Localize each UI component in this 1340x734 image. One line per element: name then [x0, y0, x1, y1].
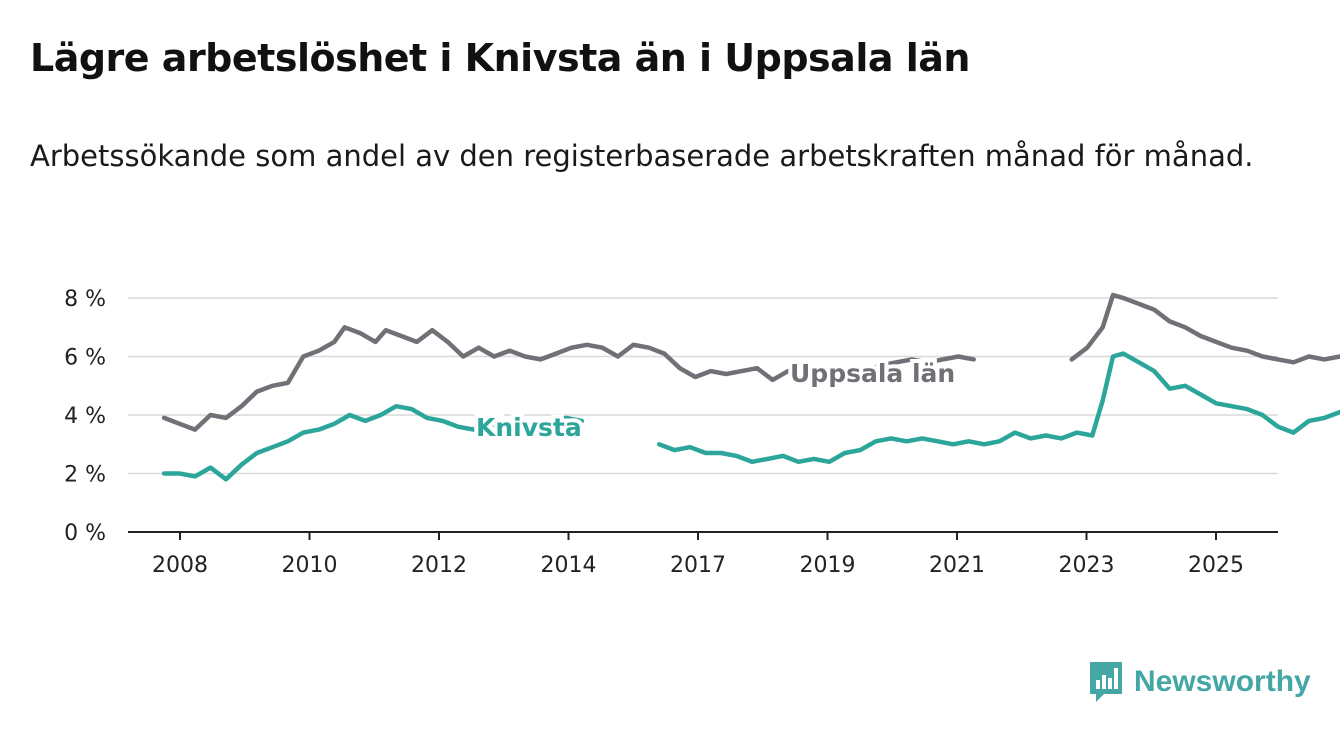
series-line-knivsta [161, 403, 585, 482]
series-line-knivsta [656, 351, 1340, 465]
line-chart: 0 % 2 % 4 % 6 % 8 % 2008 2010 2012 2014 2017 2019… [64, 287, 1340, 578]
series-line-uppsala-lan [161, 325, 976, 432]
series-line-uppsala-lan [1069, 292, 1340, 365]
x-tick-label: 2008 [152, 553, 208, 578]
x-tick-label: 2017 [670, 553, 726, 578]
newsworthy-logo: Newsworthy [1088, 660, 1311, 704]
brand-name: Newsworthy [1134, 665, 1311, 698]
y-tick-label: 2 % [64, 463, 106, 488]
y-tick-label: 6 % [64, 346, 106, 371]
page-subtitle: Arbetssökande som andel av den registerb… [30, 139, 1254, 173]
series-name-label: Uppsala län [790, 359, 955, 388]
x-tick-label: 2019 [800, 553, 856, 578]
y-tick-label: 8 % [64, 287, 106, 312]
series-name-label: Knivsta [476, 413, 582, 442]
x-tick-label: 2012 [411, 553, 467, 578]
y-tick-label: 0 % [64, 521, 106, 546]
x-tick-label: 2010 [282, 553, 338, 578]
x-tick-label: 2014 [541, 553, 597, 578]
bar-chart-speech-bubble-icon [1090, 662, 1122, 702]
x-tick-label: 2025 [1188, 553, 1244, 578]
y-tick-label: 4 % [64, 404, 106, 429]
page-title: Lägre arbetslöshet i Knivsta än i Uppsal… [30, 36, 970, 80]
x-tick-label: 2021 [929, 553, 985, 578]
x-tick-label: 2023 [1059, 553, 1115, 578]
